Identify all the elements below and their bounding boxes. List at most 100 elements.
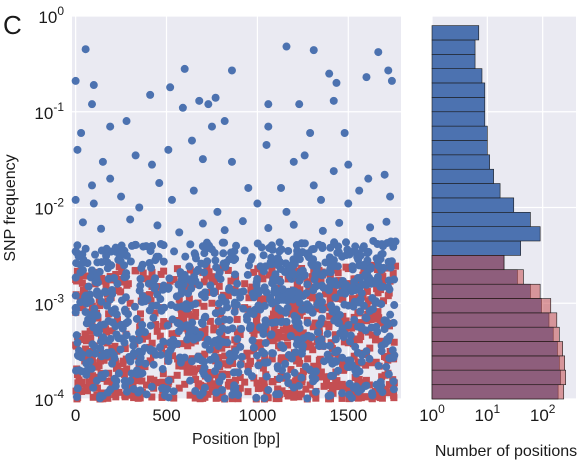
red-point — [377, 337, 385, 345]
blue-point — [262, 140, 271, 149]
blue-point — [189, 186, 198, 195]
red-point — [105, 310, 113, 318]
red-point — [81, 330, 89, 338]
blue-point — [97, 297, 106, 306]
blue-point — [73, 241, 82, 250]
red-point — [82, 337, 90, 345]
blue-point — [273, 362, 282, 371]
blue-point — [389, 377, 398, 386]
blue-point — [350, 277, 359, 286]
red-point — [184, 310, 192, 318]
blue-point — [331, 293, 340, 302]
histogram-bar-red — [431, 283, 541, 299]
blue-point — [201, 312, 210, 321]
histogram-bar-blue — [431, 183, 501, 199]
blue-point — [263, 358, 272, 367]
blue-point — [342, 238, 351, 247]
blue-point — [230, 288, 239, 297]
blue-point — [382, 362, 391, 371]
blue-point — [317, 314, 326, 323]
blue-point — [191, 326, 200, 335]
red-point — [302, 385, 310, 393]
red-point — [201, 393, 209, 401]
blue-point — [377, 347, 386, 356]
blue-point — [254, 361, 263, 370]
blue-point — [230, 300, 239, 309]
blue-point — [259, 251, 268, 260]
blue-point — [350, 315, 359, 324]
blue-point — [357, 350, 366, 359]
blue-point — [305, 365, 314, 374]
red-point — [191, 394, 199, 402]
red-point — [287, 301, 295, 309]
scatter-y-tick-label: 10-1 — [34, 100, 64, 123]
red-point — [366, 344, 374, 352]
blue-point — [281, 359, 290, 368]
blue-point — [82, 297, 91, 306]
histogram-x-tick-label: 102 — [530, 402, 556, 425]
blue-point — [236, 360, 245, 369]
blue-point — [82, 370, 91, 379]
red-point — [277, 354, 285, 362]
blue-point — [300, 239, 309, 248]
red-point — [223, 370, 231, 378]
blue-point — [78, 218, 87, 227]
blue-point — [71, 273, 80, 282]
red-point — [304, 355, 312, 363]
blue-point — [246, 307, 255, 316]
red-point — [320, 373, 328, 381]
red-point — [196, 365, 204, 373]
blue-point — [332, 305, 341, 314]
red-point — [148, 393, 156, 401]
red-point — [93, 363, 101, 371]
scatter-y-tick-labels: 10-4 10-3 10-2 10-1 100 — [34, 4, 64, 410]
blue-point — [369, 305, 378, 314]
blue-point — [120, 261, 129, 270]
blue-point — [177, 289, 186, 298]
red-point — [268, 267, 276, 275]
histogram-bar-red — [431, 255, 505, 271]
blue-point — [227, 66, 236, 75]
blue-point — [289, 383, 298, 392]
blue-point — [85, 357, 94, 366]
red-point — [212, 346, 220, 354]
blue-point — [95, 290, 104, 299]
red-point — [175, 384, 183, 392]
blue-point — [378, 242, 387, 251]
blue-point — [170, 247, 179, 256]
red-point — [111, 390, 119, 398]
blue-point — [326, 268, 335, 277]
blue-point — [230, 381, 239, 390]
histogram-bar-red — [431, 269, 524, 285]
red-point — [224, 292, 232, 300]
red-point — [141, 275, 149, 283]
histogram-bar-blue — [431, 211, 531, 227]
blue-point — [136, 386, 145, 395]
red-point — [126, 299, 134, 307]
blue-point — [275, 374, 284, 383]
red-point — [291, 388, 299, 396]
red-point — [354, 377, 362, 385]
blue-point — [333, 346, 342, 355]
blue-point — [344, 199, 353, 208]
blue-point — [186, 376, 195, 385]
scatter-y-tick-label: 10-2 — [34, 196, 64, 219]
red-point — [173, 371, 181, 379]
blue-point — [309, 255, 318, 264]
blue-point — [364, 247, 373, 256]
blue-point — [130, 302, 139, 311]
blue-point — [112, 376, 121, 385]
blue-point — [93, 311, 102, 320]
blue-point — [312, 281, 321, 290]
red-point — [147, 275, 155, 283]
blue-point — [187, 284, 196, 293]
red-point — [290, 305, 298, 313]
blue-point — [200, 383, 209, 392]
red-point — [201, 350, 209, 358]
red-point — [351, 373, 359, 381]
red-point — [339, 360, 347, 368]
red-point — [245, 294, 253, 302]
red-point — [189, 367, 197, 375]
red-point — [208, 273, 216, 281]
red-point — [269, 310, 277, 318]
